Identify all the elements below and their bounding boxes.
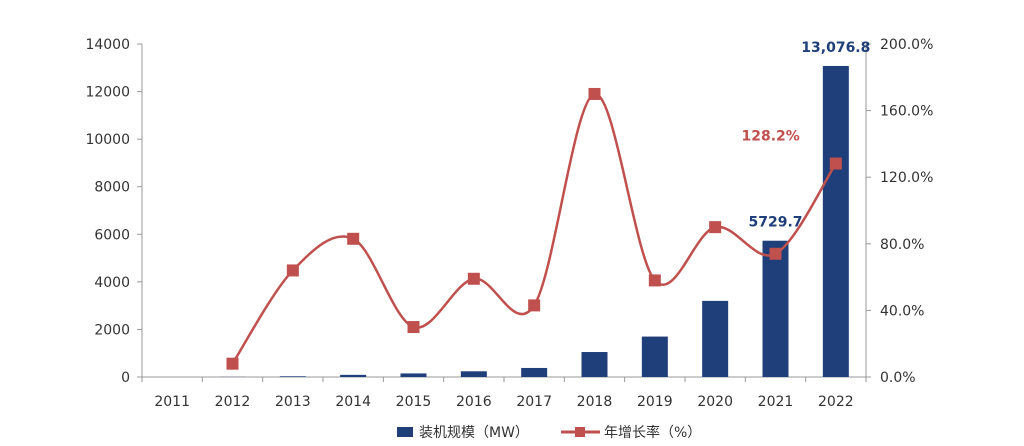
line-point bbox=[648, 274, 661, 287]
legend-marker-line bbox=[575, 427, 585, 437]
bar bbox=[279, 376, 306, 377]
data-label: 13,076.8 bbox=[801, 40, 870, 56]
right-tick-label: 200.0% bbox=[880, 37, 933, 53]
data-label: 128.2% bbox=[742, 129, 800, 145]
x-tick-label: 2014 bbox=[335, 394, 371, 410]
right-tick-label: 160.0% bbox=[880, 104, 933, 120]
line-point bbox=[226, 357, 239, 370]
x-tick-label: 2018 bbox=[577, 394, 613, 410]
left-y-axis: 0 2000 4000 6000 8000 10000 12000 14000 bbox=[85, 37, 143, 386]
bar-series bbox=[219, 65, 849, 377]
bar bbox=[702, 300, 729, 377]
bar bbox=[762, 240, 789, 377]
right-tick-label: 0.0% bbox=[880, 370, 916, 386]
x-tick-label: 2011 bbox=[154, 394, 190, 410]
legend: 装机规模（MW） 年增长率（%） bbox=[397, 424, 701, 441]
data-labels: 5729.7 13,076.8 128.2% bbox=[742, 40, 871, 231]
bar bbox=[521, 367, 548, 377]
left-tick-label: 14000 bbox=[85, 37, 130, 53]
left-tick-label: 6000 bbox=[94, 227, 130, 243]
bar bbox=[340, 374, 367, 377]
right-y-axis: 0.0% 40.0% 80.0% 120.0% 160.0% 200.0% bbox=[865, 37, 933, 386]
left-tick-label: 10000 bbox=[85, 132, 130, 148]
line-point bbox=[588, 87, 601, 100]
x-tick-label: 2015 bbox=[396, 394, 432, 410]
bar bbox=[460, 371, 487, 377]
legend-label-bar: 装机规模（MW） bbox=[419, 425, 529, 441]
line-point bbox=[769, 247, 782, 260]
line-point bbox=[407, 321, 420, 334]
left-tick-label: 4000 bbox=[94, 275, 130, 291]
line-point bbox=[829, 157, 842, 170]
bar bbox=[400, 373, 427, 377]
line-point bbox=[528, 299, 541, 312]
x-tick-label: 2019 bbox=[637, 394, 673, 410]
x-tick-label: 2012 bbox=[215, 394, 251, 410]
line-series bbox=[226, 87, 842, 370]
legend-swatch-bar bbox=[397, 427, 413, 437]
bar bbox=[641, 336, 668, 377]
right-tick-label: 40.0% bbox=[880, 303, 924, 319]
line-point bbox=[286, 264, 299, 277]
x-axis: 2011 2012 2013 2014 2015 2016 2017 2018 2019 2020… bbox=[141, 376, 867, 410]
left-tick-label: 2000 bbox=[94, 322, 130, 338]
x-tick-label: 2016 bbox=[456, 394, 492, 410]
data-label: 5729.7 bbox=[748, 215, 802, 231]
x-tick-label: 2017 bbox=[516, 394, 552, 410]
x-tick-label: 2020 bbox=[697, 394, 733, 410]
right-tick-label: 80.0% bbox=[880, 237, 924, 253]
x-tick-label: 2021 bbox=[758, 394, 794, 410]
x-tick-label: 2022 bbox=[818, 394, 854, 410]
line-point bbox=[709, 221, 722, 234]
bar bbox=[581, 352, 608, 377]
right-tick-label: 120.0% bbox=[880, 170, 933, 186]
left-tick-label: 0 bbox=[121, 370, 130, 386]
x-tick-label: 2013 bbox=[275, 394, 311, 410]
legend-label-line: 年增长率（%） bbox=[604, 424, 701, 441]
line-point bbox=[467, 272, 480, 285]
bar bbox=[822, 65, 849, 377]
left-tick-label: 8000 bbox=[94, 180, 130, 196]
line-point bbox=[347, 232, 360, 245]
left-tick-label: 12000 bbox=[85, 85, 130, 101]
